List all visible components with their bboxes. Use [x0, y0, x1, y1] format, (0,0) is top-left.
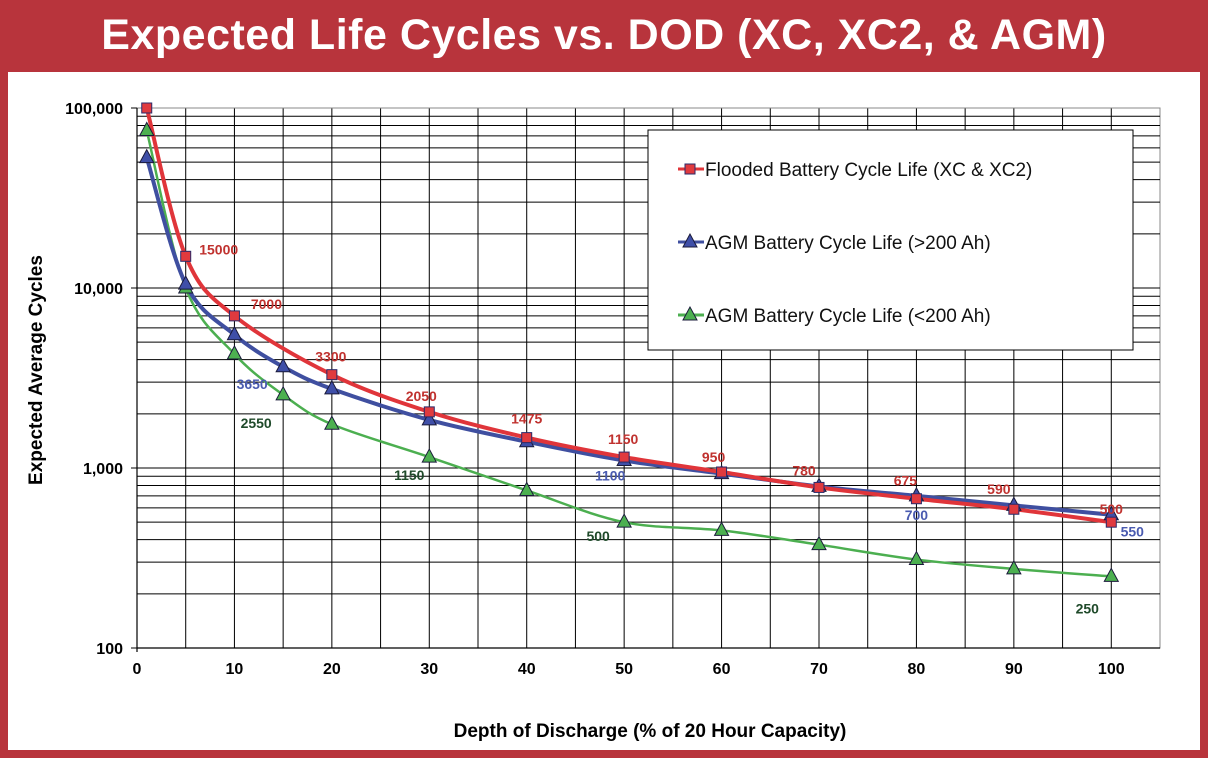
- x-axis-label: Depth of Discharge (% of 20 Hour Capacit…: [454, 721, 847, 742]
- data-label: 1150: [608, 431, 639, 447]
- data-label: 250: [1076, 600, 1100, 616]
- x-tick-label: 0: [133, 661, 142, 678]
- data-point: [423, 406, 435, 418]
- data-point: [226, 325, 243, 341]
- data-point: [324, 415, 340, 430]
- x-tick-label: 70: [810, 661, 828, 678]
- legend-marker: [682, 305, 698, 321]
- data-point: [226, 344, 243, 360]
- data-label: 3300: [315, 349, 346, 365]
- legend-item: Flooded Battery Cycle Life (XC & XC2): [678, 160, 1032, 181]
- data-point: [180, 250, 192, 262]
- legend-label: Flooded Battery Cycle Life (XC & XC2): [705, 160, 1032, 181]
- y-tick-label: 100: [96, 641, 123, 658]
- data-label: 675: [894, 473, 918, 489]
- y-tick-label: 10,000: [74, 281, 123, 298]
- data-point: [618, 451, 630, 463]
- data-point: [908, 550, 925, 566]
- legend-box: [647, 129, 1134, 351]
- data-point: [1006, 559, 1022, 575]
- legend: Flooded Battery Cycle Life (XC & XC2) AGM…: [647, 129, 1134, 351]
- data-label: 15000: [199, 241, 238, 257]
- x-tick-label: 50: [615, 661, 633, 678]
- data-point: [811, 535, 827, 551]
- data-point: [275, 357, 291, 373]
- x-tick-label: 80: [908, 661, 926, 678]
- data-point: [910, 493, 922, 505]
- data-point: [421, 410, 438, 426]
- legend-label: AGM Battery Cycle Life (>200 Ah): [705, 233, 991, 254]
- data-label: 950: [702, 449, 726, 465]
- data-label: 700: [905, 507, 929, 523]
- legend-marker: [682, 232, 698, 248]
- data-point: [326, 369, 338, 381]
- chart-title: Expected Life Cycles vs. DOD (XC, XC2, &…: [101, 11, 1107, 59]
- x-tick-label: 30: [420, 661, 438, 678]
- data-point: [716, 466, 728, 478]
- y-axis-label: Expected Average Cycles: [26, 255, 47, 485]
- data-label: 3650: [237, 376, 268, 392]
- data-label: 7000: [251, 296, 282, 312]
- data-point: [177, 275, 194, 290]
- x-tick-label: 40: [518, 661, 536, 678]
- data-label: 500: [586, 528, 610, 544]
- data-point: [1103, 567, 1120, 582]
- y-tick-label: 1,000: [83, 461, 123, 478]
- data-point: [275, 385, 291, 401]
- data-label: 500: [1100, 501, 1124, 517]
- data-label: 1100: [595, 468, 626, 484]
- x-tick-label: 60: [713, 661, 731, 678]
- x-tick-label: 90: [1005, 661, 1023, 678]
- data-point: [813, 481, 825, 493]
- data-point: [324, 379, 340, 395]
- legend-item: AGM Battery Cycle Life (>200 Ah): [678, 232, 991, 254]
- data-label: 2550: [241, 415, 272, 431]
- data-point: [518, 481, 535, 496]
- data-label: 590: [987, 481, 1011, 497]
- data-point: [421, 448, 438, 463]
- y-tick-label: 100,000: [65, 101, 123, 118]
- data-point: [228, 310, 240, 322]
- data-point: [138, 148, 155, 164]
- data-point: [713, 521, 730, 536]
- legend-item: AGM Battery Cycle Life (<200 Ah): [678, 305, 991, 327]
- legend-marker: [684, 163, 696, 175]
- data-point: [141, 102, 153, 114]
- data-point: [616, 513, 632, 528]
- data-label: 550: [1121, 524, 1145, 540]
- data-label: 1475: [511, 411, 542, 427]
- data-point: [1105, 516, 1117, 528]
- data-point: [138, 121, 155, 136]
- data-label: 2050: [406, 388, 437, 404]
- x-tick-label: 10: [226, 661, 244, 678]
- data-point: [1008, 503, 1020, 515]
- data-label: 1150: [394, 467, 425, 483]
- legend-label: AGM Battery Cycle Life (<200 Ah): [705, 306, 991, 327]
- data-label: 780: [792, 462, 816, 478]
- x-tick-label: 20: [323, 661, 341, 678]
- data-point: [521, 432, 533, 444]
- x-tick-label: 100: [1098, 661, 1125, 678]
